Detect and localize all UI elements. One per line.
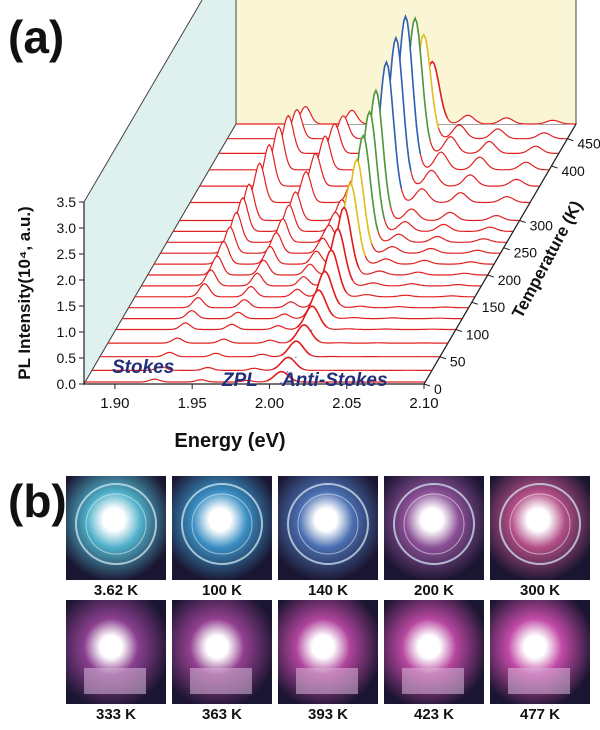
photo-caption-row2-0: 333 K <box>95 706 137 723</box>
z-tick-7 <box>551 165 558 169</box>
zpl-peak-2 <box>280 340 312 356</box>
photo-row1-0 <box>66 476 166 580</box>
y-tick-label-2: 1.0 <box>57 324 77 340</box>
z-tick-5 <box>503 247 510 251</box>
z-tick-label-8: 450 <box>577 136 600 152</box>
photo-caption-row2-2: 393 K <box>307 706 349 723</box>
photo-row1-1 <box>172 476 272 580</box>
waterfall-chart: 0.0 0.5 1.0 1.5 2.0 2.5 3.0 3.5 PL Intensity(10⁴… <box>15 0 600 452</box>
z-tick-4 <box>487 274 494 278</box>
photo-caption-row1-1: 100 K <box>201 582 243 599</box>
photo-row2-0 <box>66 600 166 704</box>
photo-row-2 <box>66 600 590 704</box>
z-tick-label-3: 150 <box>482 299 506 315</box>
x-axis-label: Energy (eV) <box>174 430 285 452</box>
spectra-group <box>85 13 576 383</box>
zpl-peak-3 <box>288 324 320 342</box>
z-tick-label-7: 400 <box>561 163 585 179</box>
spectrum-line-4 <box>115 305 456 331</box>
photo-row-1 <box>66 476 590 580</box>
x-tick-label-3: 2.05 <box>332 395 361 412</box>
photo-caption-row2-3: 423 K <box>413 706 455 723</box>
photo-row2-4 <box>490 600 590 704</box>
zpl-peak-0 <box>266 370 297 382</box>
x-tick-label-0: 1.90 <box>100 395 129 412</box>
photo-row2-3 <box>384 600 484 704</box>
photo-row1-3 <box>384 476 484 580</box>
z-tick-label-0: 0 <box>434 381 442 397</box>
y-tick-label-1: 0.5 <box>57 350 77 366</box>
spectrum-line-9 <box>147 206 488 276</box>
photo-row2-2 <box>278 600 378 704</box>
z-tick-1 <box>439 356 447 360</box>
y-tick-label-5: 2.5 <box>57 246 77 262</box>
z-tick-3 <box>471 301 478 305</box>
photo-caption-row1-3: 200 K <box>413 582 455 599</box>
y-tick-label-0: 0.0 <box>57 376 77 392</box>
photo-caption-row2-4: 477 K <box>519 706 561 723</box>
spectrum-line-5 <box>122 289 463 320</box>
annotation-anti-stokes: Anti-Stokes <box>281 370 388 391</box>
z-tick-label-2: 100 <box>466 326 490 342</box>
z-tick-label-6: 300 <box>530 217 554 233</box>
annotation-stokes: Stokes <box>112 357 174 378</box>
photo-caption-row1-0: 3.62 K <box>93 582 139 599</box>
x-tick-label-4: 2.10 <box>409 395 438 412</box>
x-tick-label-1: 1.95 <box>178 395 207 412</box>
y-tick-label-7: 3.5 <box>57 194 77 210</box>
spectrum-line-0 <box>85 370 426 383</box>
spectrum-line-10 <box>154 182 495 265</box>
photo-row1-2 <box>278 476 378 580</box>
photo-row2-1 <box>172 600 272 704</box>
annotation-zpl: ZPL <box>221 370 258 391</box>
spectrum-line-7 <box>135 249 475 298</box>
z-tick-0 <box>423 383 431 387</box>
spectrum-line-3 <box>107 324 448 344</box>
x-tick-label-2: 2.00 <box>255 395 284 412</box>
spectrum-line-6 <box>128 270 469 309</box>
photo-caption-row1-2: 140 K <box>307 582 349 599</box>
z-tick-label-5: 250 <box>514 245 538 261</box>
panel-label-a: (a) <box>8 11 65 63</box>
photo-row1-4 <box>490 476 590 580</box>
z-tick-label-1: 50 <box>450 354 466 370</box>
panel-a: 0.0 0.5 1.0 1.5 2.0 2.5 3.0 3.5 PL Intensity(10⁴… <box>15 0 600 452</box>
photo-caption-row1-4: 300 K <box>519 582 561 599</box>
y-tick-label-6: 3.0 <box>57 220 77 236</box>
panel-label-b: (b) <box>8 475 67 527</box>
spectrum-line-8 <box>141 227 482 287</box>
y-tick-label-4: 2.0 <box>57 272 77 288</box>
y-tick-label-3: 1.5 <box>57 298 77 314</box>
zpl-peak-1 <box>273 356 304 370</box>
spectrum-line-1 <box>92 356 432 371</box>
y-axis-label: PL Intensity(10⁴, a.u.) <box>15 206 34 379</box>
z-axis-line <box>423 123 577 385</box>
z-tick-2 <box>455 329 463 332</box>
zpl-peak-4 <box>296 305 328 328</box>
spectrum-line-2 <box>99 340 440 358</box>
z-tick-6 <box>519 220 526 223</box>
photo-caption-row2-1: 363 K <box>201 706 243 723</box>
z-tick-label-4: 200 <box>498 272 522 288</box>
z-tick-8 <box>567 138 574 142</box>
